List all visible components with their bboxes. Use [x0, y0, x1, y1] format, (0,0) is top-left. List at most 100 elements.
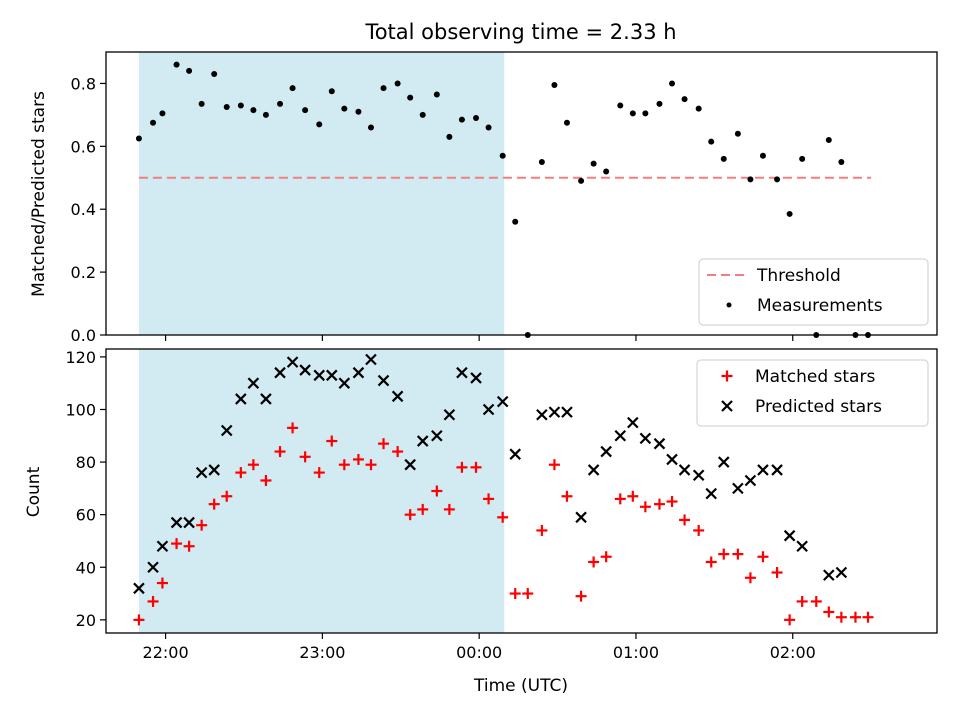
- bottom-matched-stars-point: [326, 435, 338, 447]
- bottom-matched-stars-point: [796, 595, 808, 607]
- bottom-predicted-stars-point: [835, 566, 848, 579]
- bottom-x-tick-label: 01:00: [613, 643, 659, 662]
- top-y-axis-label: Matched/Predicted stars: [29, 91, 49, 297]
- bottom-matched-stars-point: [771, 567, 783, 579]
- bottom-predicted-stars-point: [653, 437, 666, 450]
- bottom-predicted-stars-point-stroke: [536, 408, 548, 421]
- bottom-predicted-stars-point-stroke: [431, 429, 443, 442]
- bottom-legend-label: Predicted stars: [755, 397, 882, 417]
- bottom-matched-stars-point: [744, 572, 756, 584]
- bottom-predicted-stars-point-stroke: [299, 364, 311, 376]
- top-measurements-point: [512, 218, 519, 225]
- bottom-matched-stars-point: [208, 498, 220, 510]
- bottom-predicted-stars-point-stroke: [639, 432, 652, 445]
- bottom-predicted-stars-point-stroke: [587, 464, 600, 476]
- bottom-matched-stars-point: [732, 548, 744, 560]
- bottom-predicted-stars-point: [299, 364, 311, 376]
- bottom-predicted-stars-point-stroke: [614, 429, 627, 442]
- top-measurements-point: [603, 168, 610, 175]
- bottom-predicted-stars-point-stroke: [170, 516, 183, 529]
- top-measurements-point: [316, 121, 323, 128]
- top-measurements-point: [419, 111, 426, 118]
- top-measurements-point: [538, 159, 545, 166]
- bottom-predicted-stars-point-stroke: [338, 377, 351, 389]
- bottom-predicted-stars-point: [692, 469, 705, 482]
- bottom-predicted-stars-point-stroke: [274, 366, 286, 379]
- top-measurements-point: [786, 210, 793, 217]
- bottom-predicted-stars-point: [509, 448, 522, 460]
- bottom-predicted-stars-point: [614, 429, 627, 442]
- bottom-matched-stars-point: [378, 438, 390, 450]
- bottom-matched-stars-point: [260, 474, 272, 486]
- bottom-predicted-stars-point: [352, 366, 365, 379]
- top-measurements-point: [578, 177, 585, 184]
- top-measurements-point: [458, 116, 465, 123]
- bottom-matched-stars-point: [365, 459, 377, 471]
- bottom-matched-stars-point: [392, 446, 404, 458]
- bottom-predicted-stars-point-stroke: [326, 369, 338, 382]
- bottom-predicted-stars-point-stroke: [835, 566, 848, 579]
- bottom-predicted-stars-point-stroke: [627, 416, 639, 429]
- bottom-predicted-stars-point: [456, 366, 468, 379]
- bottom-matched-stars-point: [693, 524, 705, 536]
- top-measurements-point: [681, 96, 688, 103]
- top-y-tick-label: 0.0: [71, 326, 96, 345]
- bottom-predicted-stars-point: [732, 482, 744, 495]
- top-measurements-point: [720, 155, 727, 162]
- bottom-predicted-stars-point-stroke: [352, 366, 365, 379]
- bottom-predicted-stars-point-stroke: [235, 393, 247, 405]
- top-y-tick-label: 0.6: [71, 137, 96, 156]
- bottom-predicted-stars-point-stroke: [783, 529, 796, 542]
- bottom-matched-stars-point: [522, 588, 534, 600]
- bottom-matched-stars-point: [536, 524, 548, 536]
- bottom-predicted-stars-point: [823, 569, 835, 581]
- top-measurements-point: [642, 110, 649, 117]
- bottom-predicted-stars-point: [482, 403, 495, 416]
- top-measurements-point: [367, 124, 374, 131]
- bottom-matched-stars-point: [849, 611, 861, 623]
- bottom-predicted-stars-point: [443, 408, 456, 421]
- bottom-matched-stars-point: [757, 551, 769, 563]
- top-panel: 0.00.20.40.60.8 Matched/Predicted stars …: [29, 51, 938, 345]
- bottom-predicted-stars-point: [470, 372, 482, 384]
- bottom-predicted-stars-point-stroke: [365, 353, 377, 366]
- bottom-matched-stars-point: [443, 503, 455, 515]
- bottom-predicted-stars-point-stroke: [561, 406, 573, 418]
- top-measurements-point: [485, 124, 492, 131]
- top-measurements-point: [446, 133, 453, 140]
- top-legend-label: Threshold: [756, 266, 841, 286]
- bottom-predicted-stars-point-stroke: [771, 464, 783, 476]
- bottom-predicted-stars-point-stroke: [220, 424, 233, 437]
- bottom-predicted-stars-point: [548, 406, 561, 418]
- bottom-shaded-region: [138, 349, 505, 633]
- bottom-predicted-stars-point-stroke: [133, 582, 145, 595]
- bottom-matched-stars-point: [784, 614, 796, 626]
- bottom-predicted-stars-point-stroke: [796, 540, 808, 553]
- top-y-tick-label: 0.2: [71, 263, 96, 282]
- bottom-matched-stars-point: [639, 501, 651, 513]
- top-measurements-point: [656, 100, 663, 107]
- bottom-predicted-stars-point: [220, 424, 233, 437]
- bottom-predicted-stars-point-stroke: [717, 456, 730, 468]
- bottom-predicted-stars-point: [313, 369, 326, 382]
- bottom-predicted-stars-point: [575, 511, 587, 524]
- top-legend-label: Measurements: [757, 296, 883, 316]
- top-measurements-point: [355, 108, 362, 115]
- legend-measurements-swatch: [726, 302, 732, 308]
- bottom-predicted-stars-point: [757, 464, 769, 476]
- bottom-matched-stars-point: [196, 519, 208, 531]
- bottom-predicted-stars-point: [195, 466, 208, 479]
- bottom-predicted-stars-point-stroke: [705, 487, 717, 500]
- bottom-predicted-stars-point-stroke: [456, 366, 468, 379]
- bottom-predicted-stars-point: [416, 435, 429, 447]
- bottom-predicted-stars-point-stroke: [509, 448, 522, 460]
- bottom-predicted-stars-point: [247, 377, 260, 389]
- top-measurements-point: [747, 176, 754, 183]
- bottom-matched-stars-point: [548, 459, 560, 471]
- top-measurements-point: [250, 107, 257, 114]
- bottom-predicted-stars-point-stroke: [443, 408, 456, 421]
- bottom-matched-stars-point: [509, 588, 521, 600]
- bottom-predicted-stars-point-stroke: [313, 369, 326, 382]
- bottom-shaded-region-layer: [138, 349, 505, 633]
- bottom-points-layer: [133, 353, 874, 626]
